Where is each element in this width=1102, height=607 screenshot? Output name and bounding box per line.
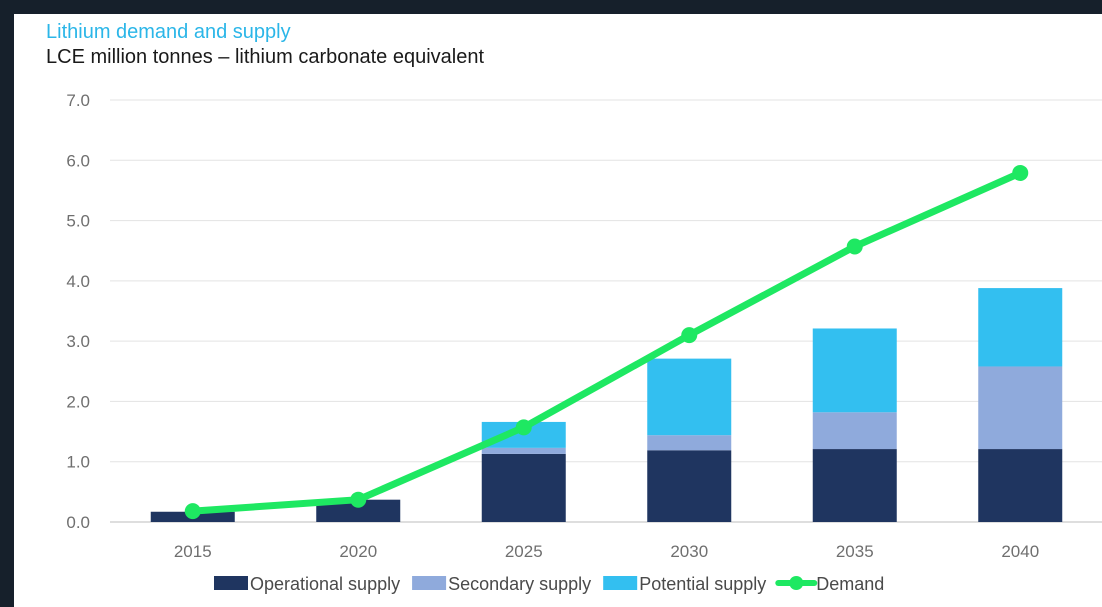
y-tick-label: 3.0	[66, 332, 90, 351]
bar-operational-supply-2030	[647, 450, 732, 522]
demand-point-2020	[350, 491, 367, 508]
demand-series	[184, 164, 1029, 520]
legend-swatch-secondary-supply	[412, 576, 447, 590]
y-axis-ticks: 0.0 1.0 2.0 3.0 4.0 5.0 6.0 7.0	[66, 91, 90, 532]
bar-secondary-supply-2030	[647, 435, 732, 451]
y-tick-label: 5.0	[66, 212, 90, 231]
x-tick-label: 2040	[1001, 542, 1039, 561]
legend-label-secondary-supply: Secondary supply	[448, 574, 591, 594]
legend-swatch-potential-supply	[603, 576, 638, 590]
y-tick-label: 6.0	[66, 151, 90, 170]
chart-subtitle: LCE million tonnes – lithium carbonate e…	[46, 46, 485, 68]
bar-operational-supply-2025	[481, 453, 566, 522]
legend: Operational supply Secondary supply Potent…	[214, 574, 884, 594]
legend-label-potential-supply: Potential supply	[639, 574, 766, 594]
legend-label-operational-supply: Operational supply	[250, 574, 400, 594]
x-tick-label: 2015	[174, 542, 212, 561]
bar-potential-supply-2035	[812, 328, 897, 413]
y-tick-label: 7.0	[66, 91, 90, 110]
bar-secondary-supply-2040	[978, 366, 1063, 450]
legend-swatch-operational-supply	[214, 576, 248, 590]
legend-label-demand: Demand	[816, 574, 884, 594]
legend-swatch-marker-demand	[789, 576, 804, 590]
bar-potential-supply-2030	[647, 358, 732, 436]
y-tick-label: 4.0	[66, 272, 90, 291]
x-tick-label: 2020	[339, 542, 377, 561]
bar-operational-supply-2040	[978, 449, 1063, 522]
bar-operational-supply-2020	[316, 499, 401, 522]
x-tick-label: 2035	[836, 542, 874, 561]
x-axis-ticks: 2015 2020 2025 2030 2035 2040	[174, 542, 1039, 561]
bar-secondary-supply-2025	[481, 447, 566, 454]
bar-secondary-supply-2035	[812, 412, 897, 450]
demand-point-2030	[681, 327, 698, 344]
bars	[150, 288, 1063, 522]
demand-point-2015	[184, 503, 201, 520]
x-tick-label: 2025	[505, 542, 543, 561]
y-tick-label: 2.0	[66, 392, 90, 411]
x-tick-label: 2030	[670, 542, 708, 561]
demand-point-2040	[1012, 164, 1029, 181]
demand-point-2025	[515, 419, 532, 436]
bar-potential-supply-2040	[978, 288, 1063, 367]
demand-point-2035	[846, 238, 863, 255]
y-tick-label: 1.0	[66, 453, 90, 472]
bar-operational-supply-2035	[812, 449, 897, 522]
demand-line	[189, 169, 1024, 515]
y-tick-label: 0.0	[66, 513, 90, 532]
chart-title: Lithium demand and supply	[46, 21, 291, 43]
gridlines	[110, 99, 1102, 523]
